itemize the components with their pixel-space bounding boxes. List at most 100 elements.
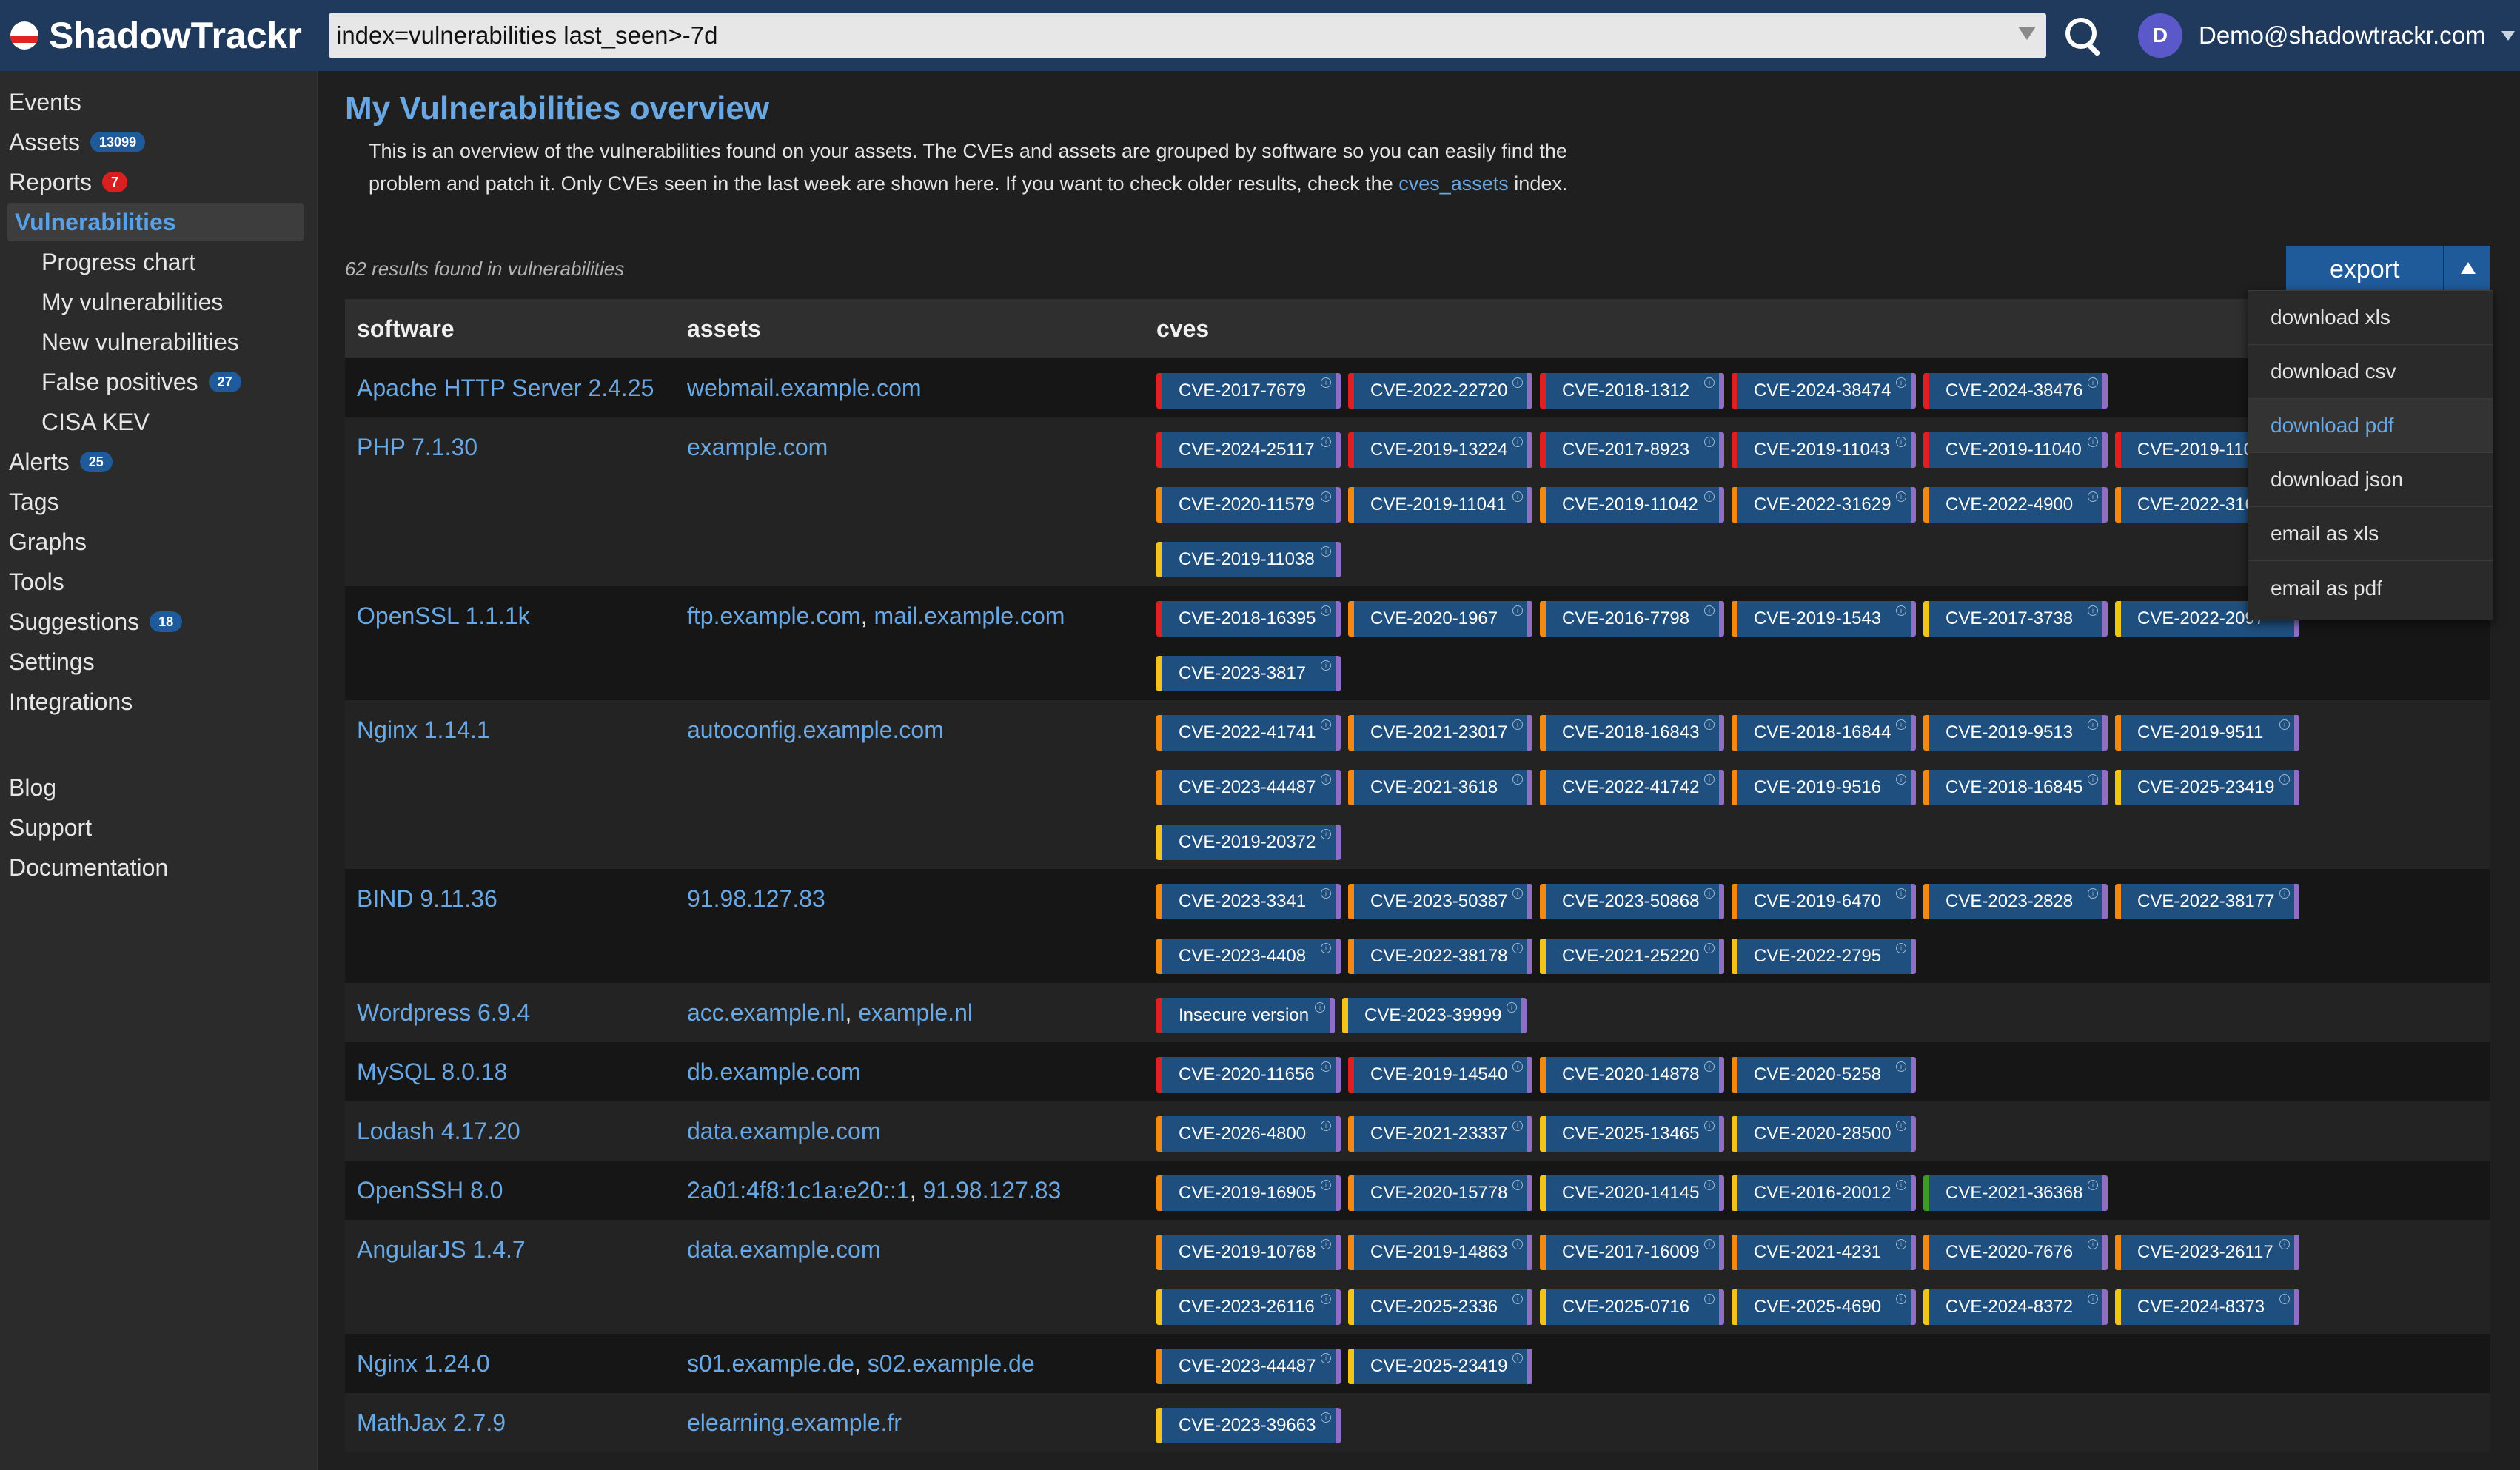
cve-tag[interactable]: CVE-2017-3738 i [1923, 601, 2108, 637]
cve-tag[interactable]: CVE-2018-16845 i [1923, 770, 2108, 805]
info-icon[interactable]: i [1512, 491, 1523, 502]
info-icon[interactable]: i [1896, 377, 1906, 388]
sidebar-item-suggestions[interactable]: Suggestions 18 [9, 603, 183, 641]
cve-tag[interactable]: CVE-2021-23017 i [1348, 715, 1532, 751]
info-icon[interactable]: i [1512, 774, 1523, 785]
info-icon[interactable]: i [1896, 1121, 1906, 1131]
cve-tag[interactable]: CVE-2024-25117 i [1156, 432, 1341, 468]
cve-tag[interactable]: CVE-2021-36368 i [1923, 1175, 2108, 1211]
sidebar-item-tools[interactable]: Tools [9, 563, 64, 601]
info-icon[interactable]: i [2088, 774, 2098, 785]
sidebar-item-blog[interactable]: Blog [9, 768, 56, 807]
cve-tag[interactable]: CVE-2026-4800 i [1156, 1116, 1341, 1152]
info-icon[interactable]: i [1512, 1061, 1523, 1072]
info-icon[interactable]: i [1321, 1353, 1331, 1363]
info-icon[interactable]: i [1315, 1002, 1325, 1013]
cves-assets-link[interactable]: cves_assets [1398, 172, 1509, 195]
cve-tag[interactable]: CVE-2019-14540 i [1348, 1057, 1532, 1093]
info-icon[interactable]: i [2088, 491, 2098, 502]
software-link[interactable]: Lodash 4.17.20 [357, 1117, 520, 1144]
sidebar-item-alerts[interactable]: Alerts 25 [9, 443, 113, 481]
info-icon[interactable]: i [2088, 377, 2098, 388]
info-icon[interactable]: i [1321, 546, 1331, 557]
info-icon[interactable]: i [1704, 943, 1715, 953]
cve-tag[interactable]: CVE-2025-23419 i [2115, 770, 2299, 805]
cve-tag[interactable]: CVE-2023-39999 i [1342, 998, 1527, 1033]
cve-tag[interactable]: CVE-2022-31629 i [1732, 487, 1916, 523]
asset-link[interactable]: webmail.example.com [687, 374, 922, 401]
export-button[interactable]: export [2286, 246, 2445, 293]
cve-tag[interactable]: CVE-2024-8373 i [2115, 1289, 2299, 1325]
info-icon[interactable]: i [1896, 1180, 1906, 1190]
info-icon[interactable]: i [1896, 1061, 1906, 1072]
sidebar-item-new-vulnerabilities[interactable]: New vulnerabilities [41, 323, 239, 361]
cve-tag[interactable]: CVE-2023-50868 i [1540, 884, 1724, 919]
cve-tag[interactable]: CVE-2019-6470 i [1732, 884, 1916, 919]
sidebar-item-integrations[interactable]: Integrations [9, 682, 133, 721]
info-icon[interactable]: i [1321, 943, 1331, 953]
info-icon[interactable]: i [1512, 1239, 1523, 1249]
info-icon[interactable]: i [1896, 719, 1906, 730]
cve-tag[interactable]: CVE-2022-41742 i [1540, 770, 1724, 805]
info-icon[interactable]: i [1512, 437, 1523, 447]
info-icon[interactable]: i [2279, 719, 2290, 730]
info-icon[interactable]: i [1321, 491, 1331, 502]
sidebar-item-support[interactable]: Support [9, 808, 92, 847]
sidebar-item-assets[interactable]: Assets 13099 [9, 123, 146, 161]
cve-tag[interactable]: CVE-2022-41741 i [1156, 715, 1341, 751]
cve-tag[interactable]: CVE-2024-38476 i [1923, 373, 2108, 409]
column-header-software[interactable]: software [357, 315, 455, 342]
info-icon[interactable]: i [1321, 605, 1331, 616]
sidebar-item-events[interactable]: Events [9, 83, 81, 121]
software-link[interactable]: OpenSSL 1.1.1k [357, 602, 530, 629]
cve-tag[interactable]: CVE-2020-11579 i [1156, 487, 1341, 523]
sidebar-item-reports[interactable]: Reports 7 [9, 163, 128, 201]
info-icon[interactable]: i [1321, 377, 1331, 388]
cve-tag[interactable]: CVE-2022-4900 i [1923, 487, 2108, 523]
info-icon[interactable]: i [1704, 774, 1715, 785]
info-icon[interactable]: i [1512, 1353, 1523, 1363]
cve-tag[interactable]: CVE-2020-7676 i [1923, 1235, 2108, 1270]
cve-tag[interactable]: CVE-2023-44487 i [1156, 770, 1341, 805]
export-menu-item-download-xls[interactable]: download xls [2248, 291, 2493, 345]
cve-tag[interactable]: CVE-2021-23337 i [1348, 1116, 1532, 1152]
info-icon[interactable]: i [2088, 1239, 2098, 1249]
asset-link[interactable]: 91.98.127.83 [922, 1176, 1062, 1204]
asset-link[interactable]: acc.example.nl [687, 999, 845, 1026]
cve-tag[interactable]: CVE-2020-14145 i [1540, 1175, 1724, 1211]
asset-link[interactable]: autoconfig.example.com [687, 716, 944, 743]
cve-tag[interactable]: CVE-2025-13465 i [1540, 1116, 1724, 1152]
cve-tag[interactable]: CVE-2025-23419 i [1348, 1349, 1532, 1384]
info-icon[interactable]: i [1512, 943, 1523, 953]
cve-tag[interactable]: CVE-2025-4690 i [1732, 1289, 1916, 1325]
cve-tag[interactable]: CVE-2019-11042 i [1540, 487, 1724, 523]
asset-link[interactable]: 91.98.127.83 [687, 885, 825, 912]
cve-tag[interactable]: CVE-2020-5258 i [1732, 1057, 1916, 1093]
asset-link[interactable]: elearning.example.fr [687, 1409, 902, 1436]
cve-tag[interactable]: CVE-2018-16395 i [1156, 601, 1341, 637]
info-icon[interactable]: i [1512, 605, 1523, 616]
export-menu-item-download-json[interactable]: download json [2248, 453, 2493, 507]
cve-tag[interactable]: CVE-2023-3817 i [1156, 656, 1341, 691]
cve-tag[interactable]: CVE-2023-50387 i [1348, 884, 1532, 919]
info-icon[interactable]: i [1896, 774, 1906, 785]
cve-tag[interactable]: CVE-2022-2795 i [1732, 939, 1916, 974]
info-icon[interactable]: i [2088, 888, 2098, 899]
info-icon[interactable]: i [1507, 1002, 1517, 1013]
software-link[interactable]: Nginx 1.24.0 [357, 1349, 490, 1377]
info-icon[interactable]: i [1896, 437, 1906, 447]
cve-tag[interactable]: CVE-2022-38178 i [1348, 939, 1532, 974]
cve-tag[interactable]: CVE-2023-26116 i [1156, 1289, 1341, 1325]
info-icon[interactable]: i [1704, 888, 1715, 899]
info-icon[interactable]: i [1321, 437, 1331, 447]
cve-tag[interactable]: CVE-2023-39663 i [1156, 1408, 1341, 1443]
info-icon[interactable]: i [1321, 1061, 1331, 1072]
info-icon[interactable]: i [1321, 1239, 1331, 1249]
cve-tag[interactable]: CVE-2018-16843 i [1540, 715, 1724, 751]
search-button[interactable] [2062, 15, 2104, 57]
info-icon[interactable]: i [2279, 888, 2290, 899]
app-logo[interactable]: ShadowTrackr [10, 13, 302, 58]
export-menu-item-download-pdf[interactable]: download pdf [2248, 399, 2493, 453]
software-link[interactable]: OpenSSH 8.0 [357, 1176, 503, 1204]
cve-tag[interactable]: CVE-2020-11656 i [1156, 1057, 1341, 1093]
